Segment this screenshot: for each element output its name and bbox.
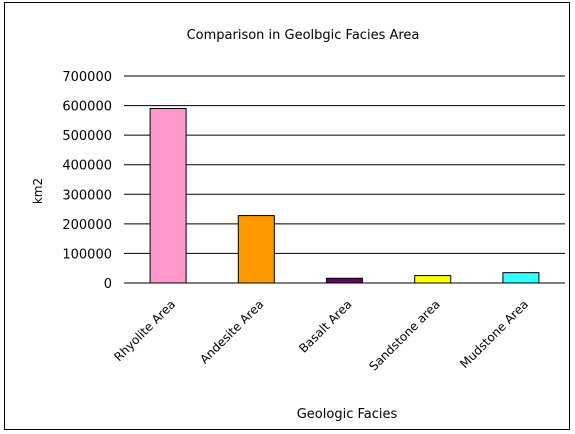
bar [149,108,187,284]
bar [502,272,540,284]
bar [237,215,275,284]
y-axis-label: km2 [31,178,45,204]
x-tick-label: Sandstone area [366,297,442,373]
bar-chart: Comparison in Geolbgic Facies Area 0 1000… [31,28,565,422]
x-axis-label: Geologic Facies [297,407,398,422]
x-tick-labels: Rhyolite Area Andesite Area Basalt Area San… [111,297,531,373]
x-tick-label: Rhyolite Area [111,297,178,364]
chart-title: Comparison in Geolbgic Facies Area [187,28,420,43]
x-tick-label: Basalt Area [296,297,354,355]
y-tick-label: 200000 [62,218,112,233]
y-tick-labels: 0 100000 200000 300000 400000 500000 600000 700… [62,70,112,292]
y-tick-label: 0 [104,277,112,292]
chart-frame: Comparison in Geolbgic Facies Area 0 1000… [4,2,570,430]
y-tick-label: 500000 [62,129,112,144]
bar [326,277,363,284]
y-tick-label: 100000 [62,247,112,262]
gridlines [124,75,565,254]
y-tick-label: 400000 [62,159,112,174]
x-tick-label: Andesite Area [197,297,266,366]
y-tick-label: 600000 [62,100,112,115]
y-tick-label: 700000 [62,70,112,85]
x-tick-label: Mudstone Area [457,297,531,371]
y-tick-label: 300000 [62,188,112,203]
bar [414,275,452,284]
